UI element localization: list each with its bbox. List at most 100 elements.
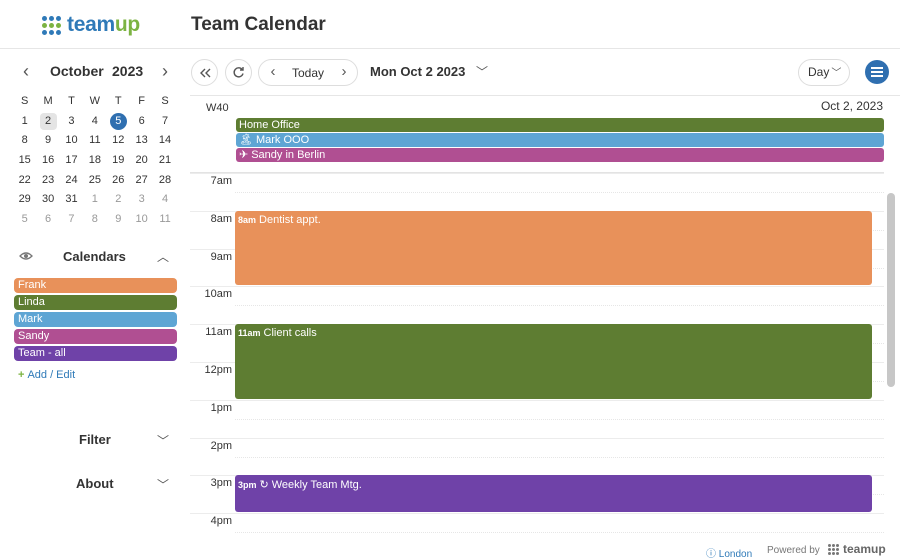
mini-calendar-day[interactable]: 29 — [13, 190, 36, 210]
chevron-down-icon[interactable]: ﹀ — [476, 65, 489, 79]
mini-calendar-week: 8 9 10 11 12 13 14 — [13, 131, 178, 151]
mini-calendar-day[interactable]: 2 — [107, 190, 130, 210]
about-section[interactable]: About ﹀ — [0, 476, 190, 496]
calendar-item-mark[interactable]: Mark — [14, 312, 177, 327]
mini-calendar-day[interactable]: 26 — [107, 171, 130, 191]
all-day-event[interactable]: ✈ Sandy in Berlin — [236, 148, 884, 162]
day-number: 17 — [65, 154, 78, 167]
calendar-event[interactable]: 11am Client calls — [235, 324, 872, 399]
timezone-link[interactable]: ⓘ London — [706, 545, 752, 560]
chevron-right-icon[interactable]: › — [162, 61, 168, 81]
day-number: 10 — [135, 213, 148, 226]
mini-calendar-day[interactable]: 8 — [13, 131, 36, 151]
footer-brand: teamup — [843, 542, 886, 556]
mini-calendar-day[interactable]: 13 — [130, 131, 153, 151]
previous-day-button[interactable]: ‹ — [270, 63, 276, 80]
mini-calendar-day[interactable]: 24 — [60, 171, 83, 191]
mini-calendar-day[interactable]: 12 — [107, 131, 130, 151]
mini-calendar-day[interactable]: 15 — [13, 151, 36, 171]
mini-calendar-day[interactable]: 18 — [83, 151, 106, 171]
day-number: 22 — [18, 173, 31, 186]
mini-calendar-day[interactable]: 28 — [153, 171, 176, 191]
mini-calendar-day[interactable]: 6 — [130, 112, 153, 132]
event-time: 8am — [238, 214, 257, 225]
chevron-down-icon[interactable]: ﹀ — [157, 478, 170, 492]
filter-section[interactable]: Filter ﹀ — [0, 432, 190, 452]
current-date-label[interactable]: Mon Oct 2 2023 — [370, 64, 466, 79]
refresh-button[interactable] — [225, 59, 252, 86]
chevron-up-icon[interactable]: ︿ — [157, 250, 170, 264]
mini-calendar-year[interactable]: 2023 — [112, 63, 144, 79]
menu-button[interactable] — [865, 60, 889, 84]
footer-logo[interactable]: teamup — [828, 542, 886, 556]
mini-calendar-day[interactable]: 7 — [153, 112, 176, 132]
collapse-sidebar-button[interactable] — [191, 59, 218, 86]
vertical-scrollbar[interactable] — [887, 193, 895, 387]
calendars-header[interactable]: Calendars ︿ — [0, 246, 190, 268]
mini-calendar-day[interactable]: 1 — [13, 112, 36, 132]
today-button[interactable]: Today — [292, 66, 325, 80]
all-day-event[interactable]: Home Office — [236, 118, 884, 132]
calendar-item-linda[interactable]: Linda — [14, 295, 177, 310]
half-hour-gridline — [235, 418, 884, 420]
mini-calendar-day[interactable]: 3 — [130, 190, 153, 210]
mini-calendar-day[interactable]: 11 — [153, 210, 176, 230]
calendar-event[interactable]: 3pm ↻ Weekly Team Mtg. — [235, 475, 872, 513]
view-selector[interactable]: Day ﹀ — [798, 59, 850, 86]
mini-calendar-day[interactable]: 8 — [83, 210, 106, 230]
week-number[interactable]: W40 — [206, 102, 229, 114]
mini-calendar-month[interactable]: October — [50, 63, 104, 79]
mini-calendar-day[interactable]: 30 — [36, 190, 59, 210]
day-header-date[interactable]: Oct 2, 2023 — [820, 99, 883, 113]
mini-calendar-day[interactable]: 17 — [60, 151, 83, 171]
chevron-down-icon[interactable]: ﹀ — [157, 434, 170, 448]
mini-calendar-day[interactable]: 16 — [36, 151, 59, 171]
calendar-item-sandy[interactable]: Sandy — [14, 329, 177, 344]
mini-calendar-day[interactable]: 9 — [36, 131, 59, 151]
mini-calendar-day[interactable]: 27 — [130, 171, 153, 191]
day-number: 3 — [138, 193, 145, 206]
mini-calendar-day[interactable]: 10 — [60, 131, 83, 151]
all-day-event[interactable]: 🏝 Mark OOO — [236, 133, 884, 147]
repeat-icon: ↻ — [259, 479, 269, 492]
mini-calendar-day[interactable]: 3 — [60, 112, 83, 132]
chevron-left-icon[interactable]: ‹ — [23, 61, 29, 81]
calendar-list: Frank Linda Mark Sandy Team - all — [14, 278, 177, 363]
sidebar: ‹ October 2023 › S M T W T F S 1 2 3 4 5 6 7 8 9 10 11 12 1… — [0, 50, 190, 560]
next-day-button[interactable]: › — [341, 63, 347, 80]
add-edit-calendars-link[interactable]: + Add / Edit — [18, 369, 75, 381]
teamup-logo[interactable]: teamup — [42, 13, 140, 37]
mini-calendar-day[interactable]: 7 — [60, 210, 83, 230]
mini-calendar-day[interactable]: 20 — [130, 151, 153, 171]
mini-calendar-day[interactable]: 4 — [83, 112, 106, 132]
weekday-label: W — [89, 95, 101, 107]
all-day-divider — [190, 172, 884, 173]
mini-calendar-day[interactable]: 6 — [36, 210, 59, 230]
powered-by-label: Powered by — [767, 545, 820, 556]
calendar-item-team-all[interactable]: Team - all — [14, 346, 177, 361]
mini-calendar-day[interactable]: 1 — [83, 190, 106, 210]
mini-calendar-day[interactable]: 2 — [36, 112, 59, 132]
mini-calendar-day[interactable]: 31 — [60, 190, 83, 210]
hour-gridline — [190, 286, 884, 288]
mini-calendar-day[interactable]: 22 — [13, 171, 36, 191]
calendar-event[interactable]: 8am Dentist appt. — [235, 210, 872, 286]
mini-calendar-day[interactable]: 5 — [107, 112, 130, 132]
eye-icon[interactable] — [19, 251, 33, 261]
mini-calendar-day[interactable]: 5 — [13, 210, 36, 230]
mini-calendar-day[interactable]: 25 — [83, 171, 106, 191]
mini-calendar-day[interactable]: 23 — [36, 171, 59, 191]
event-title: Client calls — [263, 327, 317, 340]
mini-calendar-day[interactable]: 14 — [153, 131, 176, 151]
mini-calendar-day[interactable]: 21 — [153, 151, 176, 171]
calendar-item-frank[interactable]: Frank — [14, 278, 177, 293]
day-number: 25 — [88, 173, 101, 186]
mini-calendar-day[interactable]: 10 — [130, 210, 153, 230]
mini-calendar-day[interactable]: 9 — [107, 210, 130, 230]
mini-calendar-day[interactable]: 4 — [153, 190, 176, 210]
all-day-event-title: Mark OOO — [255, 134, 310, 146]
hour-gridline — [190, 437, 884, 439]
mini-calendar-day[interactable]: 11 — [83, 131, 106, 151]
day-number: 3 — [68, 114, 75, 127]
mini-calendar-day[interactable]: 19 — [107, 151, 130, 171]
